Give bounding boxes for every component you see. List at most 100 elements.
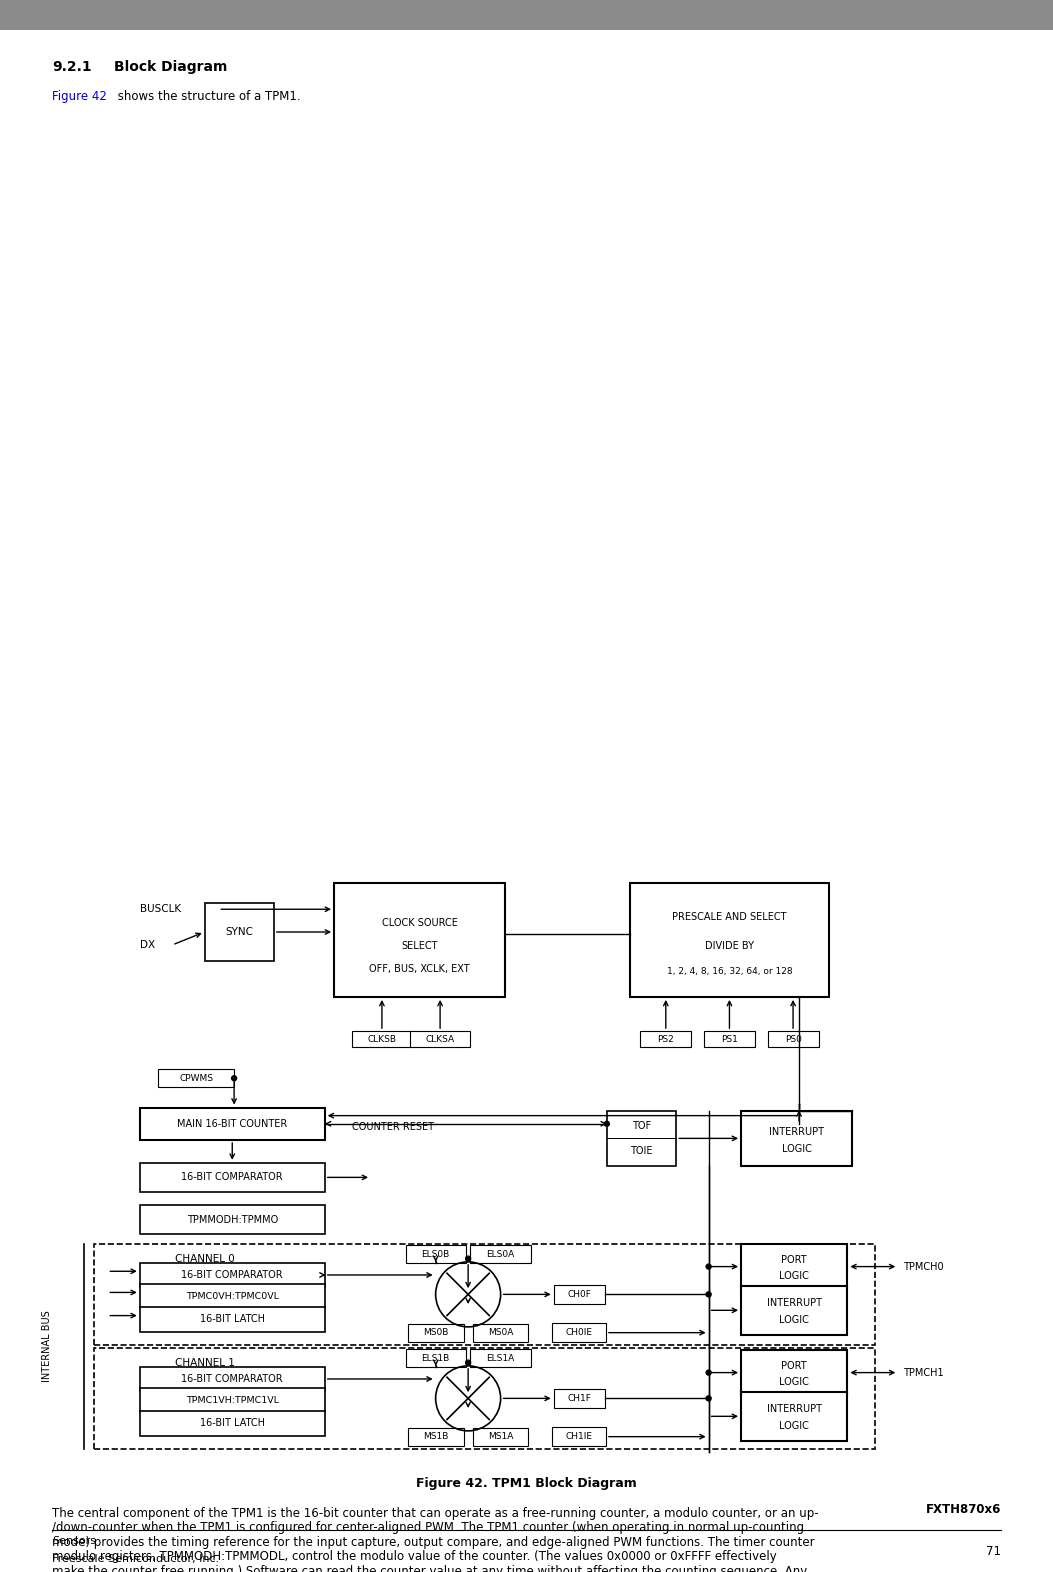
Text: TPMC0VH:TPMC0VL: TPMC0VH:TPMC0VL: [185, 1292, 279, 1300]
Bar: [0, 0, 1053, 30]
Circle shape: [707, 1396, 711, 1401]
Text: PORT: PORT: [781, 1254, 807, 1265]
Text: SELECT: SELECT: [401, 940, 438, 951]
Text: CLOCK SOURCE: CLOCK SOURCE: [381, 918, 457, 927]
Circle shape: [232, 1075, 237, 1082]
Text: TPMMODH:TPMMO: TPMMODH:TPMMO: [186, 1215, 278, 1225]
Text: SYNC: SYNC: [225, 927, 253, 937]
Text: DIVIDE BY: DIVIDE BY: [704, 940, 754, 951]
Bar: [94, 1243, 875, 1344]
Text: LOGIC: LOGIC: [779, 1316, 809, 1325]
Text: The central component of the TPM1 is the 16-bit counter that can operate as a fr: The central component of the TPM1 is the…: [52, 1506, 818, 1520]
Text: Figure 42. TPM1 Block Diagram: Figure 42. TPM1 Block Diagram: [416, 1476, 637, 1490]
Text: MS1A: MS1A: [488, 1432, 513, 1442]
Text: TPMCH1: TPMCH1: [902, 1368, 943, 1377]
Bar: [140, 1284, 324, 1308]
Text: Sensors: Sensors: [52, 1536, 96, 1545]
Bar: [140, 1306, 324, 1331]
Text: 16-BIT LATCH: 16-BIT LATCH: [200, 1314, 264, 1324]
Bar: [140, 1412, 324, 1435]
Text: CLKSB: CLKSB: [367, 1034, 396, 1044]
Text: CHANNEL 1: CHANNEL 1: [175, 1358, 235, 1368]
Circle shape: [707, 1292, 711, 1297]
Text: CPWMS: CPWMS: [179, 1074, 213, 1083]
Bar: [768, 1031, 818, 1047]
Bar: [94, 1349, 875, 1449]
Text: LOGIC: LOGIC: [779, 1270, 809, 1281]
Bar: [741, 1286, 848, 1335]
Text: 16-BIT COMPARATOR: 16-BIT COMPARATOR: [181, 1173, 283, 1182]
Bar: [741, 1391, 848, 1440]
Text: MS1B: MS1B: [423, 1432, 449, 1442]
Bar: [741, 1243, 848, 1289]
Bar: [140, 1262, 324, 1287]
Text: CH1IE: CH1IE: [565, 1432, 593, 1442]
Text: DX: DX: [140, 940, 155, 949]
Text: LOGIC: LOGIC: [781, 1144, 812, 1154]
Bar: [140, 1388, 324, 1413]
Bar: [473, 1427, 529, 1446]
Bar: [334, 883, 505, 997]
Text: LOGIC: LOGIC: [779, 1377, 809, 1387]
Bar: [140, 1366, 324, 1391]
Text: make the counter free running.) Software can read the counter value at any time : make the counter free running.) Software…: [52, 1564, 808, 1572]
Text: modulo registers, TPMMODH:TPMMODL, control the modulo value of the counter. (The: modulo registers, TPMMODH:TPMMODL, contr…: [52, 1550, 777, 1563]
Bar: [630, 883, 829, 997]
Text: PS0: PS0: [784, 1034, 801, 1044]
Text: PS2: PS2: [657, 1034, 674, 1044]
Bar: [640, 1031, 691, 1047]
Text: Block Diagram: Block Diagram: [114, 60, 227, 74]
Text: OFF, BUS, XCLK, EXT: OFF, BUS, XCLK, EXT: [370, 964, 470, 973]
Bar: [158, 1069, 234, 1088]
Bar: [471, 1349, 531, 1368]
Text: Freescale Semiconductor, Inc.: Freescale Semiconductor, Inc.: [52, 1555, 219, 1564]
Text: TOIE: TOIE: [631, 1146, 653, 1155]
Bar: [553, 1427, 605, 1446]
Bar: [741, 1350, 848, 1396]
Text: 71: 71: [986, 1545, 1001, 1558]
Text: TPMC1VH:TPMC1VL: TPMC1VH:TPMC1VL: [185, 1396, 279, 1405]
Text: shows the structure of a TPM1.: shows the structure of a TPM1.: [114, 90, 300, 104]
Text: CH0IE: CH0IE: [565, 1328, 593, 1338]
Text: CLKSA: CLKSA: [425, 1034, 455, 1044]
Bar: [471, 1245, 531, 1264]
Bar: [554, 1284, 604, 1305]
Text: FXTH870x6: FXTH870x6: [926, 1503, 1001, 1515]
Text: MS0B: MS0B: [423, 1328, 449, 1338]
Text: Figure 42: Figure 42: [52, 90, 106, 104]
Text: CH1F: CH1F: [568, 1394, 591, 1402]
Bar: [140, 1163, 324, 1192]
Bar: [554, 1388, 604, 1409]
Bar: [473, 1324, 529, 1342]
Text: ELS1A: ELS1A: [486, 1353, 515, 1363]
Bar: [204, 902, 274, 960]
Text: 16-BIT COMPARATOR: 16-BIT COMPARATOR: [181, 1374, 283, 1383]
Text: PORT: PORT: [781, 1361, 807, 1371]
Text: 1, 2, 4, 8, 16, 32, 64, or 128: 1, 2, 4, 8, 16, 32, 64, or 128: [667, 967, 792, 976]
Text: INTERRUPT: INTERRUPT: [769, 1127, 824, 1137]
Text: ELS0B: ELS0B: [421, 1250, 450, 1259]
Text: ELS0A: ELS0A: [486, 1250, 515, 1259]
Bar: [553, 1324, 605, 1342]
Text: 16-BIT COMPARATOR: 16-BIT COMPARATOR: [181, 1270, 283, 1280]
Text: MS0A: MS0A: [488, 1328, 513, 1338]
Text: LOGIC: LOGIC: [779, 1421, 809, 1431]
Text: 16-BIT LATCH: 16-BIT LATCH: [200, 1418, 264, 1429]
Text: TOF: TOF: [632, 1121, 651, 1130]
Text: INTERNAL BUS: INTERNAL BUS: [42, 1311, 53, 1382]
Text: /down-counter when the TPM1 is configured for center-aligned PWM. The TPM1 count: /down-counter when the TPM1 is configure…: [52, 1522, 804, 1534]
Text: 9.2.1: 9.2.1: [52, 60, 92, 74]
Text: INTERRUPT: INTERRUPT: [767, 1298, 821, 1308]
Text: CHANNEL 0: CHANNEL 0: [175, 1254, 235, 1264]
Text: MAIN 16-BIT COUNTER: MAIN 16-BIT COUNTER: [177, 1119, 287, 1129]
Circle shape: [604, 1121, 610, 1126]
Bar: [352, 1031, 412, 1047]
Text: BUSCLK: BUSCLK: [140, 904, 181, 915]
Text: INTERRUPT: INTERRUPT: [767, 1404, 821, 1413]
Text: COUNTER RESET: COUNTER RESET: [353, 1122, 435, 1132]
Bar: [408, 1324, 463, 1342]
Circle shape: [707, 1264, 711, 1269]
Bar: [410, 1031, 470, 1047]
Bar: [140, 1108, 324, 1140]
Text: PRESCALE AND SELECT: PRESCALE AND SELECT: [672, 912, 787, 923]
